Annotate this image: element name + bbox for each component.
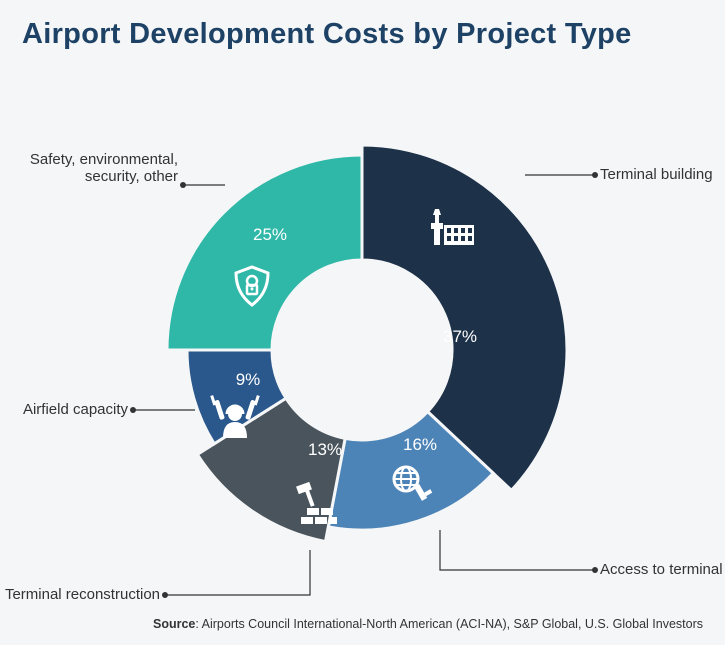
slice-safety-env: [167, 155, 362, 350]
leader-terminal-recon: [165, 550, 310, 595]
pct-airfield-capacity: 9%: [236, 370, 261, 389]
source-label: Source: [153, 617, 195, 631]
donut-chart: 37% 16% 13% 9% 25% Terminal building Access t…: [0, 60, 725, 610]
pct-terminal-building: 37%: [443, 327, 477, 346]
pct-access-terminal: 16%: [403, 435, 437, 454]
label-airfield-capacity: Airfield capacity: [23, 401, 128, 418]
pct-terminal-recon: 13%: [308, 440, 342, 459]
chart-title: Airport Development Costs by Project Typ…: [22, 18, 632, 51]
source-text: Airports Council International-North Ame…: [202, 617, 703, 631]
label-terminal-recon: Terminal reconstruction: [5, 586, 160, 603]
label-safety-env: Safety, environmental, security, other: [30, 151, 178, 185]
leader-access-terminal: [440, 530, 595, 570]
chart-source: Source: Airports Council International-N…: [153, 617, 703, 631]
label-terminal-building: Terminal building: [600, 166, 713, 183]
label-access-terminal: Access to terminal: [600, 561, 723, 578]
pct-safety-env: 25%: [253, 225, 287, 244]
